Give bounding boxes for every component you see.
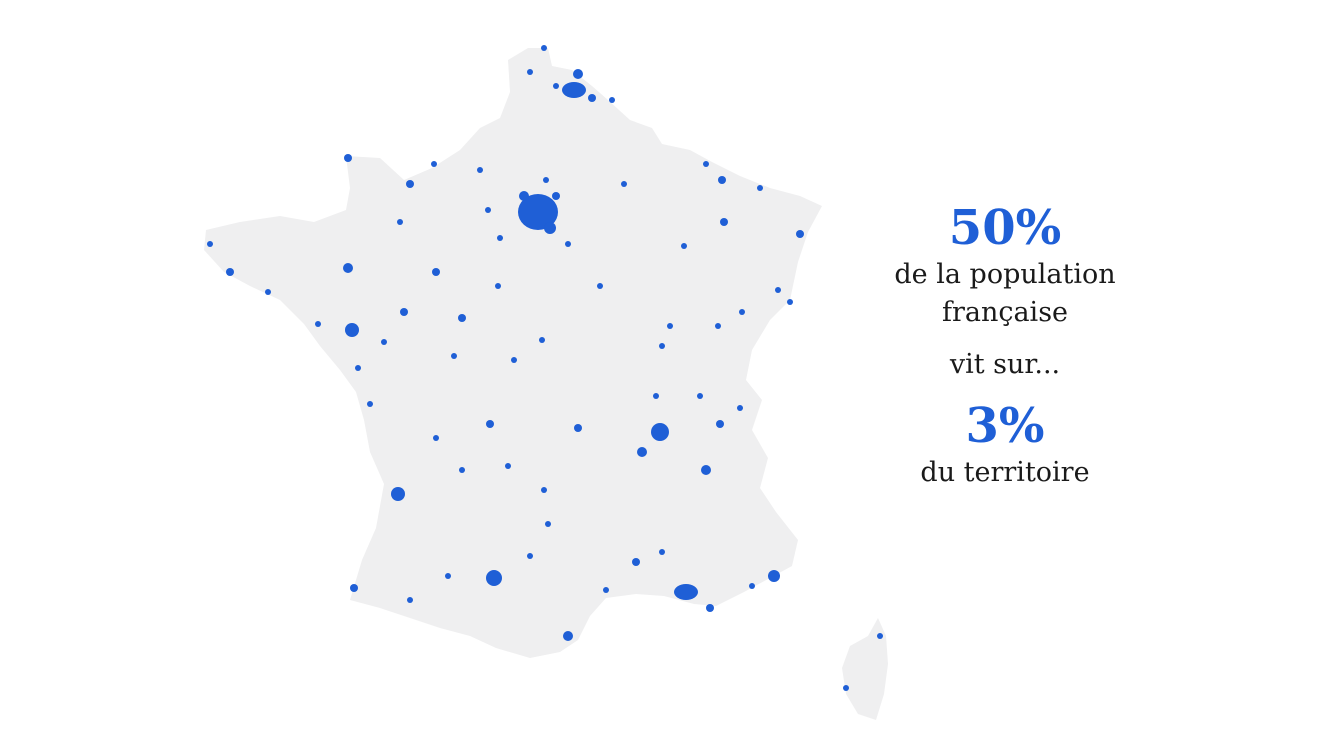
urban-area (355, 365, 361, 371)
urban-area (495, 283, 501, 289)
urban-area (552, 192, 560, 200)
urban-area (315, 321, 321, 327)
population-line-1: de la population (894, 259, 1116, 290)
urban-area (787, 299, 793, 305)
urban-area (563, 631, 573, 641)
urban-area (716, 420, 724, 428)
urban-area (265, 289, 271, 295)
urban-area (407, 597, 413, 603)
stats-panel: 50% de la population française vit sur..… (880, 200, 1130, 492)
urban-area (775, 287, 781, 293)
urban-area (431, 161, 437, 167)
urban-area (544, 222, 556, 234)
urban-area (527, 553, 533, 559)
urban-area-nantes (345, 323, 359, 337)
urban-area-ajaccio (843, 685, 849, 691)
urban-area (621, 181, 627, 187)
urban-area (477, 167, 483, 173)
population-percent: 50% (948, 200, 1062, 256)
mainland-france-shape (204, 48, 822, 658)
connector-text: vit sur... (949, 349, 1061, 380)
urban-area (343, 263, 353, 273)
urban-area (737, 405, 743, 411)
urban-area (451, 353, 457, 359)
urban-area (397, 219, 403, 225)
spacer (880, 384, 1130, 398)
urban-area (350, 584, 358, 592)
urban-area (527, 69, 533, 75)
urban-area (565, 241, 571, 247)
urban-area (701, 465, 711, 475)
urban-area (406, 180, 414, 188)
population-line-2: française (941, 297, 1069, 328)
urban-area (697, 393, 703, 399)
urban-area (497, 235, 503, 241)
urban-area (381, 339, 387, 345)
urban-area (367, 401, 373, 407)
urban-area (486, 420, 494, 428)
urban-area (739, 309, 745, 315)
urban-area (659, 549, 665, 555)
urban-area (400, 308, 408, 316)
urban-area (574, 424, 582, 432)
urban-area (541, 45, 547, 51)
urban-area (539, 337, 545, 343)
urban-area (720, 218, 728, 226)
urban-area-bordeaux (391, 487, 405, 501)
urban-area-toulouse (486, 570, 502, 586)
urban-area-bastia (877, 633, 883, 639)
urban-area (757, 185, 763, 191)
urban-area (485, 207, 491, 213)
urban-area (632, 558, 640, 566)
urban-area (637, 447, 647, 457)
urban-area (458, 314, 466, 322)
urban-area-marseille (674, 584, 698, 600)
urban-area-lille (562, 82, 586, 98)
urban-area (226, 268, 234, 276)
urban-area (553, 83, 559, 89)
urban-areas (207, 45, 883, 691)
urban-area (659, 343, 665, 349)
urban-area (706, 604, 714, 612)
urban-area (597, 283, 603, 289)
urban-area (445, 573, 451, 579)
urban-area (505, 463, 511, 469)
urban-area (796, 230, 804, 238)
urban-area (543, 177, 549, 183)
urban-area (667, 323, 673, 329)
urban-area (511, 357, 517, 363)
urban-area (344, 154, 352, 162)
urban-area (609, 97, 615, 103)
urban-area-lyon (651, 423, 669, 441)
urban-area (749, 583, 755, 589)
spacer (880, 332, 1130, 346)
urban-area (653, 393, 659, 399)
urban-area (588, 94, 596, 102)
urban-area (715, 323, 721, 329)
territory-label: du territoire (920, 457, 1090, 488)
urban-area (545, 521, 551, 527)
urban-area (459, 467, 465, 473)
urban-area (433, 435, 439, 441)
urban-area (768, 570, 780, 582)
urban-area (718, 176, 726, 184)
urban-area-paris (518, 194, 558, 230)
urban-area (703, 161, 709, 167)
territory-percent: 3% (965, 398, 1045, 454)
urban-area (541, 487, 547, 493)
urban-area (432, 268, 440, 276)
urban-area (573, 69, 583, 79)
urban-area (207, 241, 213, 247)
urban-area (603, 587, 609, 593)
corsica-shape (842, 618, 888, 720)
urban-area (681, 243, 687, 249)
urban-area (519, 191, 529, 201)
